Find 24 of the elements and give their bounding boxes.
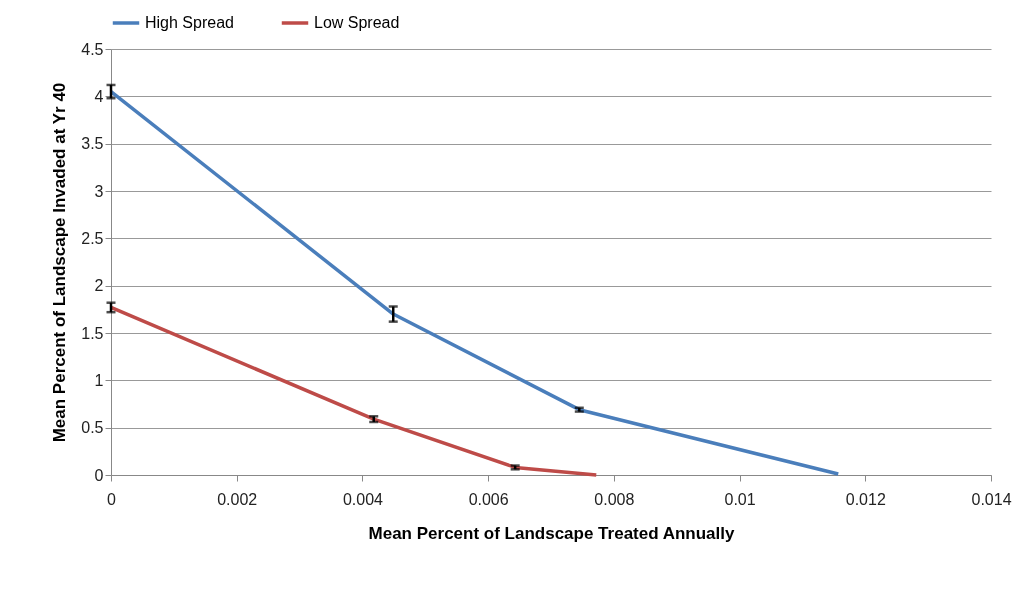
y-tick-label: 0 [94, 466, 104, 484]
y-tick-label: 2.5 [81, 229, 104, 247]
line-series [109, 89, 841, 476]
y-tick-label: 4.5 [81, 40, 104, 58]
y-tick-label: 3.5 [81, 135, 104, 153]
y-tick-label: 4 [94, 87, 104, 105]
line-series [109, 305, 599, 477]
x-tick-label: 0.014 [971, 490, 1012, 508]
x-tick-label: 0.01 [724, 490, 756, 508]
y-tick-label: 0.5 [81, 419, 104, 437]
x-tick-label: 0.008 [594, 490, 635, 508]
legend-label: High Spread [145, 14, 234, 31]
y-tick-label: 1.5 [81, 324, 104, 342]
x-axis-title: Mean Percent of Landscape Treated Annually [368, 523, 735, 543]
y-tick-label: 2 [94, 277, 104, 295]
x-tick-label: 0.006 [468, 490, 509, 508]
x-tick-label: 0 [107, 490, 117, 508]
y-tick-label: 3 [94, 182, 104, 200]
x-tick-label: 0.004 [342, 490, 384, 508]
y-tick-label: 1 [94, 371, 104, 389]
x-tick-label: 0.012 [845, 490, 886, 508]
legend-label: Low Spread [314, 14, 400, 31]
x-tick-label: 0.002 [217, 490, 258, 508]
y-axis-title: Mean Percent of Landscape Invaded at Yr 40 [50, 82, 70, 443]
